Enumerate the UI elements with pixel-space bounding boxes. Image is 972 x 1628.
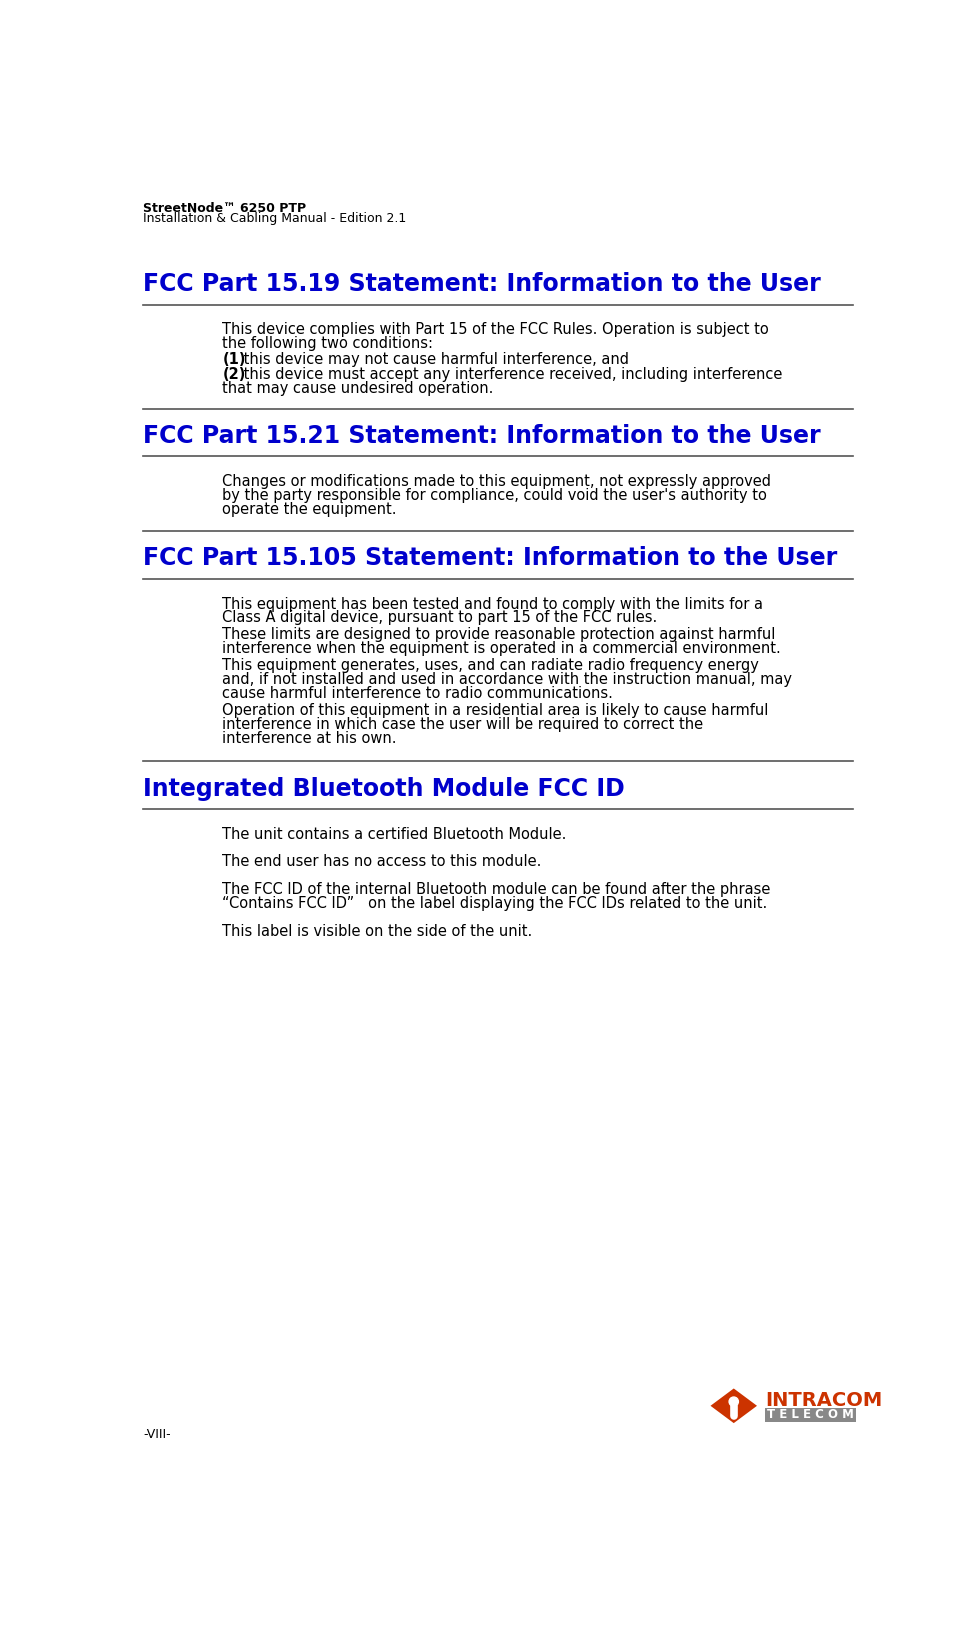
Text: This equipment has been tested and found to comply with the limits for a: This equipment has been tested and found…: [223, 596, 763, 612]
Text: Changes or modifications made to this equipment, not expressly approved: Changes or modifications made to this eq…: [223, 474, 771, 488]
Circle shape: [729, 1397, 739, 1407]
Text: This device complies with Part 15 of the FCC Rules. Operation is subject to: This device complies with Part 15 of the…: [223, 322, 769, 337]
Text: interference in which case the user will be required to correct the: interference in which case the user will…: [223, 716, 704, 731]
Text: interference when the equipment is operated in a commercial environment.: interference when the equipment is opera…: [223, 641, 781, 656]
Text: The end user has no access to this module.: The end user has no access to this modul…: [223, 855, 541, 869]
Text: (1): (1): [223, 352, 246, 366]
Text: Class A digital device, pursuant to part 15 of the FCC rules.: Class A digital device, pursuant to part…: [223, 610, 657, 625]
FancyBboxPatch shape: [765, 1408, 856, 1421]
Text: Integrated Bluetooth Module FCC ID: Integrated Bluetooth Module FCC ID: [143, 777, 625, 801]
Text: cause harmful interference to radio communications.: cause harmful interference to radio comm…: [223, 685, 613, 700]
Text: StreetNode™ 6250 PTP: StreetNode™ 6250 PTP: [143, 202, 306, 215]
Text: -VIII-: -VIII-: [143, 1428, 171, 1441]
Text: operate the equipment.: operate the equipment.: [223, 501, 397, 516]
Text: interference at his own.: interference at his own.: [223, 731, 397, 746]
Text: Installation & Cabling Manual - Edition 2.1: Installation & Cabling Manual - Edition …: [143, 212, 406, 225]
Text: FCC Part 15.21 Statement: Information to the User: FCC Part 15.21 Statement: Information to…: [143, 423, 820, 448]
Text: This equipment generates, uses, and can radiate radio frequency energy: This equipment generates, uses, and can …: [223, 658, 759, 672]
Text: (2): (2): [223, 366, 246, 383]
Text: T E L E C O M: T E L E C O M: [767, 1408, 854, 1421]
Polygon shape: [711, 1389, 757, 1423]
Text: Operation of this equipment in a residential area is likely to cause harmful: Operation of this equipment in a residen…: [223, 703, 769, 718]
Text: FCC Part 15.19 Statement: Information to the User: FCC Part 15.19 Statement: Information to…: [143, 272, 821, 296]
Text: that may cause undesired operation.: that may cause undesired operation.: [223, 381, 494, 396]
Text: This label is visible on the side of the unit.: This label is visible on the side of the…: [223, 923, 533, 939]
Text: “Contains FCC ID”   on the label displaying the FCC IDs related to the unit.: “Contains FCC ID” on the label displayin…: [223, 895, 768, 912]
Text: this device must accept any interference received, including interference: this device must accept any interference…: [239, 366, 782, 383]
Text: INTRACOM: INTRACOM: [765, 1392, 882, 1410]
Text: The unit contains a certified Bluetooth Module.: The unit contains a certified Bluetooth …: [223, 827, 567, 842]
Text: FCC Part 15.105 Statement: Information to the User: FCC Part 15.105 Statement: Information t…: [143, 547, 838, 570]
Text: this device may not cause harmful interference, and: this device may not cause harmful interf…: [239, 352, 629, 366]
Text: The FCC ID of the internal Bluetooth module can be found after the phrase: The FCC ID of the internal Bluetooth mod…: [223, 882, 771, 897]
Text: the following two conditions:: the following two conditions:: [223, 337, 434, 352]
Text: and, if not installed and used in accordance with the instruction manual, may: and, if not installed and used in accord…: [223, 672, 792, 687]
Text: These limits are designed to provide reasonable protection against harmful: These limits are designed to provide rea…: [223, 627, 776, 643]
Text: by the party responsible for compliance, could void the user's authority to: by the party responsible for compliance,…: [223, 488, 767, 503]
